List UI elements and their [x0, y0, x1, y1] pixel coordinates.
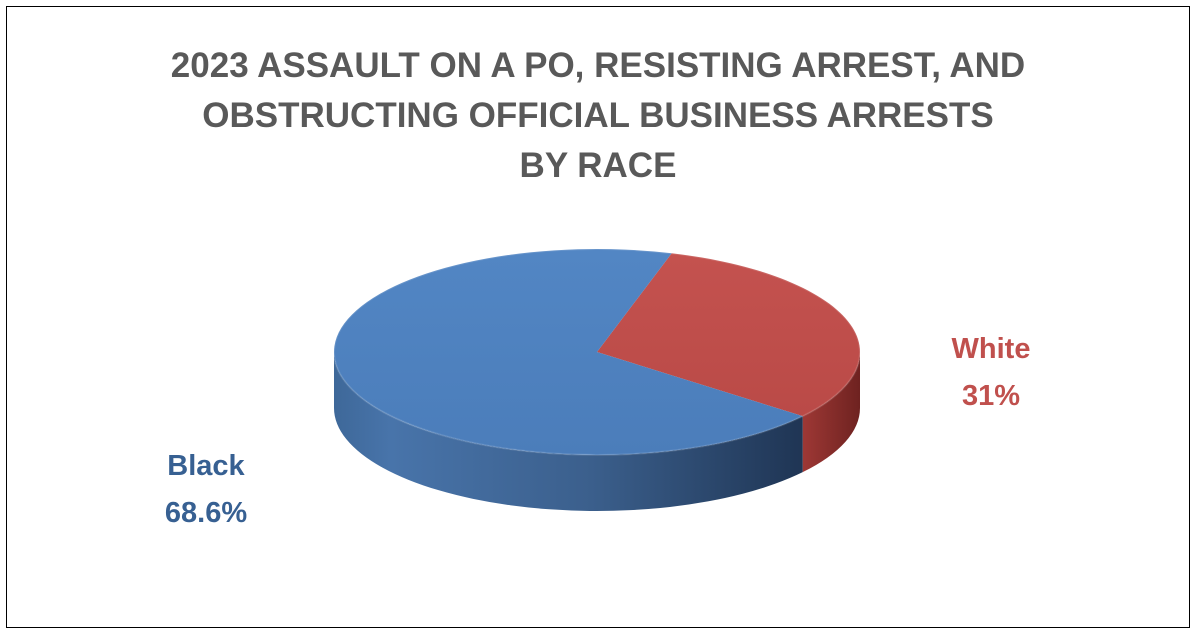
data-label-value-black: 68.6% — [165, 497, 247, 529]
chart-title-line: BY RACE — [519, 146, 677, 185]
pie-slice-black — [334, 249, 803, 456]
chart-title-line: OBSTRUCTING OFFICIAL BUSINESS ARRESTS — [202, 96, 994, 135]
pie-side-black — [334, 352, 803, 511]
pie-side — [334, 352, 860, 511]
pie-rim — [333, 248, 861, 456]
pie-top — [333, 248, 861, 456]
chart-title-line: 2023 ASSAULT ON A PO, RESISTING ARREST, … — [170, 46, 1026, 85]
data-label-value-white: 31% — [962, 380, 1020, 412]
pie-slice-white — [597, 253, 860, 417]
data-label-category-white: White — [952, 333, 1031, 365]
chart-area: 2023 ASSAULT ON A PO, RESISTING ARREST, … — [6, 6, 1190, 628]
pie-labels: White 31% Black 68.6% — [165, 333, 1031, 529]
pie-side-white — [802, 352, 860, 473]
data-label-category-black: Black — [167, 450, 245, 482]
chart-title: 2023 ASSAULT ON A PO, RESISTING ARREST, … — [7, 41, 1189, 191]
